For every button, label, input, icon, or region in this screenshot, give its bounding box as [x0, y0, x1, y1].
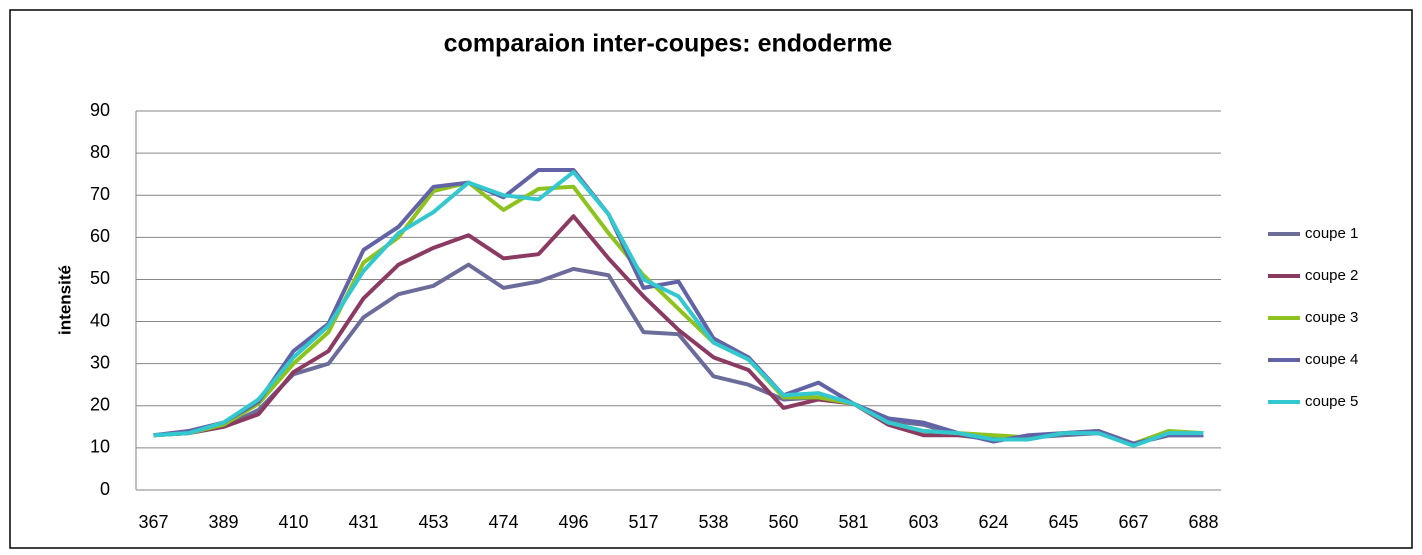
x-tick-label: 581 [838, 512, 868, 532]
x-tick-label: 667 [1118, 512, 1148, 532]
x-tick-label: 645 [1048, 512, 1078, 532]
y-tick-label: 0 [100, 479, 110, 499]
y-tick-label: 50 [90, 268, 110, 288]
legend-label: coupe 2 [1305, 267, 1358, 284]
y-tick-label: 10 [90, 437, 110, 457]
legend-label: coupe 3 [1305, 309, 1358, 326]
series-line [153, 170, 1204, 448]
x-tick-label: 496 [558, 512, 588, 532]
y-axis-label: intensité [55, 265, 74, 335]
legend-label: coupe 1 [1305, 225, 1358, 242]
chart-title: comparaion inter-coupes: endoderme [444, 30, 893, 58]
y-tick-label: 20 [90, 395, 110, 415]
x-tick-label: 453 [418, 512, 448, 532]
x-tick-label: 688 [1188, 512, 1218, 532]
legend-label: coupe 4 [1305, 351, 1358, 368]
legend-label: coupe 5 [1305, 393, 1358, 410]
x-tick-label: 474 [488, 512, 518, 532]
y-tick-label: 70 [90, 184, 110, 204]
x-tick-label: 603 [908, 512, 938, 532]
y-tick-label: 30 [90, 352, 110, 372]
series-line [153, 180, 1204, 446]
x-tick-label: 538 [698, 512, 728, 532]
x-tick-label: 517 [628, 512, 658, 532]
x-tick-label: 389 [208, 512, 238, 532]
x-tick-label: 624 [978, 512, 1008, 532]
y-tick-label: 80 [90, 142, 110, 162]
x-tick-label: 367 [138, 512, 168, 532]
y-tick-label: 90 [90, 100, 110, 120]
x-tick-label: 410 [278, 512, 308, 532]
y-tick-label: 40 [90, 310, 110, 330]
x-tick-label: 560 [768, 512, 798, 532]
x-tick-label: 431 [348, 512, 378, 532]
y-tick-label: 60 [90, 226, 110, 246]
